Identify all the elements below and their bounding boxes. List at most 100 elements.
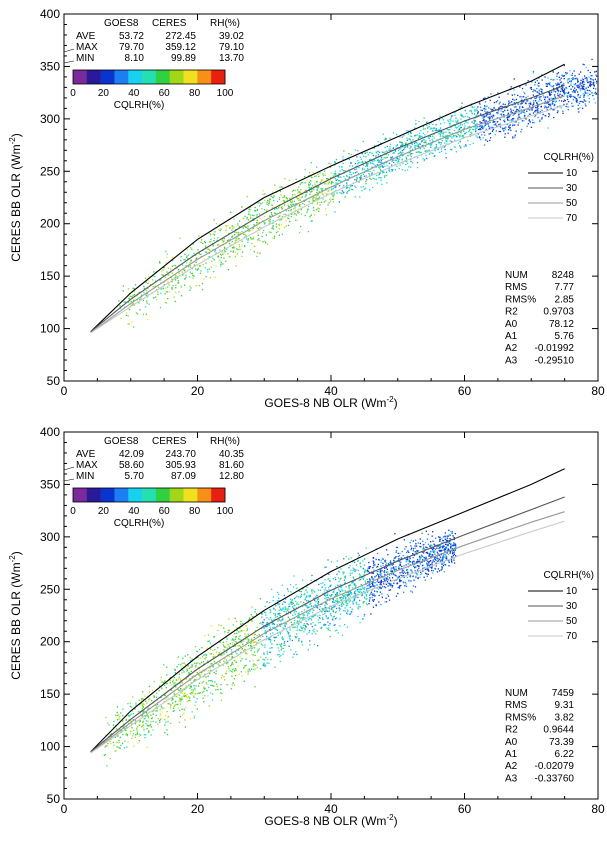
scatter-point <box>195 650 197 652</box>
y-axis-label: CERES BB OLR (Wm-2) <box>8 133 23 261</box>
scatter-point <box>438 132 440 135</box>
scatter-point <box>577 108 579 110</box>
scatter-point <box>123 301 125 303</box>
scatter-point <box>251 638 253 640</box>
scatter-point <box>595 91 597 94</box>
scatter-point <box>185 685 187 687</box>
scatter-point <box>153 297 155 299</box>
stats-value: 99.89 <box>171 53 196 64</box>
scatter-point <box>239 226 241 228</box>
scatter-point <box>452 555 455 557</box>
scatter-point <box>264 193 266 195</box>
stats-value: 359.12 <box>165 42 196 53</box>
scatter-point <box>286 629 288 631</box>
scatter-point <box>251 606 253 608</box>
scatter-point <box>507 119 509 121</box>
scatter-point <box>156 710 158 712</box>
scatter-point <box>223 251 225 254</box>
scatter-point <box>359 161 361 164</box>
scatter-point <box>208 268 210 270</box>
scatter-point <box>571 105 573 107</box>
scatter-point <box>265 614 267 616</box>
scatter-point <box>439 536 441 539</box>
scatter-point <box>417 151 419 153</box>
scatter-point <box>281 218 283 221</box>
scatter-point <box>574 83 577 85</box>
scatter-point <box>343 176 345 178</box>
scatter-point <box>433 561 435 563</box>
scatter-point <box>116 719 119 721</box>
scatter-point <box>584 100 586 102</box>
scatter-point <box>450 530 452 533</box>
scatter-point <box>548 98 550 100</box>
scatter-point <box>442 536 445 538</box>
scatter-point <box>384 175 386 177</box>
scatter-point <box>456 132 458 134</box>
scatter-point <box>362 185 364 188</box>
scatter-point <box>213 660 216 663</box>
scatter-point <box>335 186 337 188</box>
scatter-point <box>295 214 298 216</box>
scatter-point <box>475 131 477 133</box>
scatter-point <box>237 238 239 240</box>
scatter-point <box>523 111 525 113</box>
scatter-point <box>311 184 314 187</box>
scatter-point <box>330 183 332 185</box>
scatter-point <box>177 707 179 709</box>
scatter-point <box>184 663 187 666</box>
scatter-point <box>319 589 321 591</box>
scatter-point <box>264 665 267 667</box>
scatter-point <box>425 559 427 562</box>
scatter-point <box>198 253 200 255</box>
scatter-point <box>392 566 395 568</box>
scatter-point <box>178 273 180 275</box>
scatter-point <box>321 179 324 181</box>
scatter-point <box>476 127 478 129</box>
legend-label: 30 <box>566 183 578 194</box>
scatter-point <box>424 158 426 161</box>
scatter-point <box>179 703 182 705</box>
scatter-point <box>383 578 385 580</box>
scatter-point <box>186 262 188 264</box>
scatter-point <box>272 237 274 239</box>
scatter-point <box>453 550 455 552</box>
scatter-point <box>448 561 450 563</box>
scatter-point <box>377 159 379 161</box>
stats-leader <box>63 60 75 64</box>
scatter-point <box>532 121 534 124</box>
scatter-point <box>363 613 366 616</box>
scatter-point <box>529 120 531 122</box>
scatter-point <box>244 671 247 673</box>
scatter-point <box>569 80 571 82</box>
scatter-point <box>224 247 226 250</box>
scatter-point <box>321 608 324 610</box>
scatter-point <box>329 200 332 202</box>
scatter-point <box>557 90 559 93</box>
scatter-point <box>139 721 141 723</box>
scatter-point <box>503 127 505 129</box>
scatter-point <box>389 582 391 585</box>
scatter-point <box>300 621 302 624</box>
scatter-point <box>328 589 330 591</box>
scatter-point <box>286 609 289 612</box>
scatter-point <box>234 645 236 647</box>
scatter-point <box>471 113 474 115</box>
scatter-point <box>584 77 586 79</box>
scatter-point <box>448 120 450 123</box>
scatter-point <box>282 607 284 609</box>
colorbar-tick-label: 100 <box>217 88 234 99</box>
scatter-point <box>242 217 245 219</box>
scatter-point <box>242 622 244 624</box>
scatter-point <box>584 90 586 92</box>
scatter-point <box>414 146 416 148</box>
scatter-point <box>366 164 368 167</box>
scatter-point <box>378 559 380 561</box>
scatter-point <box>405 146 407 148</box>
scatter-point <box>263 662 265 664</box>
scatter-point <box>386 145 388 148</box>
scatter-point <box>129 702 131 704</box>
scatter-point <box>559 90 562 93</box>
scatter-point <box>305 189 307 191</box>
scatter-point <box>348 158 350 161</box>
